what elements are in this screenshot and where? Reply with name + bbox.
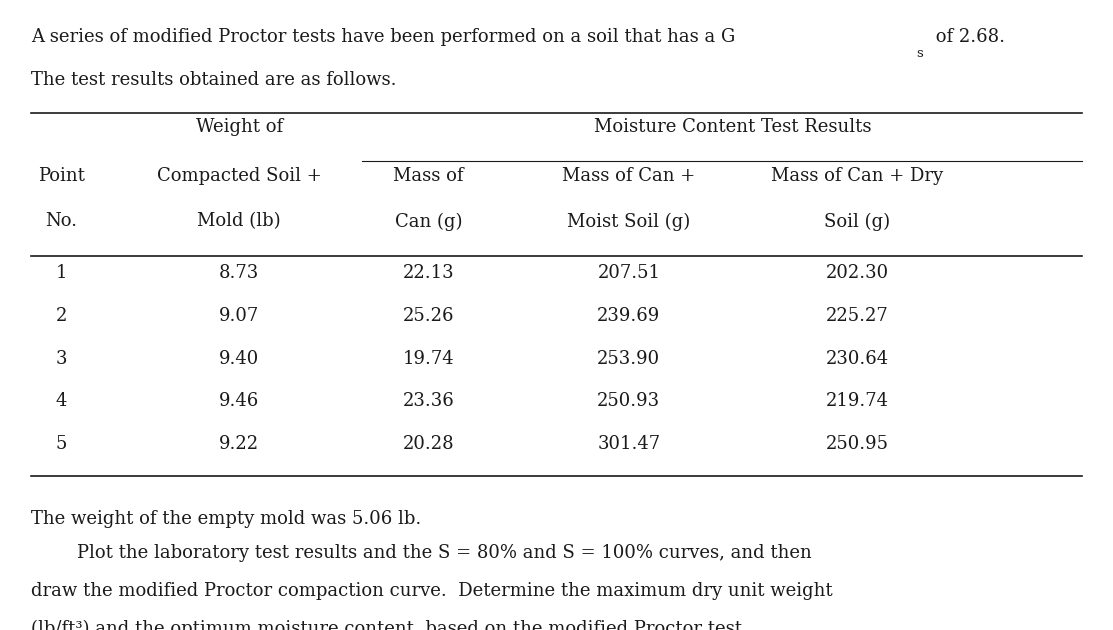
Text: 9.22: 9.22 [219,435,259,454]
Text: 5: 5 [56,435,67,454]
Text: Point: Point [38,167,85,185]
Text: 230.64: 230.64 [826,350,888,368]
Text: The weight of the empty mold was 5.06 lb.: The weight of the empty mold was 5.06 lb… [31,510,422,529]
Text: Weight of: Weight of [196,118,283,137]
Text: Mass of: Mass of [393,167,464,185]
Text: 202.30: 202.30 [826,264,888,282]
Text: 20.28: 20.28 [403,435,454,454]
Text: No.: No. [46,212,77,231]
Text: Moist Soil (g): Moist Soil (g) [568,212,690,231]
Text: 301.47: 301.47 [598,435,660,454]
Text: Compacted Soil +: Compacted Soil + [157,167,322,185]
Text: 9.40: 9.40 [219,350,259,368]
Text: Mass of Can +: Mass of Can + [562,167,696,185]
Text: 9.46: 9.46 [219,392,259,411]
Text: 22.13: 22.13 [403,264,454,282]
Text: 2: 2 [56,307,67,325]
Text: Mold (lb): Mold (lb) [197,212,282,231]
Text: 250.95: 250.95 [826,435,888,454]
Text: 1: 1 [56,264,67,282]
Text: Plot the laboratory test results and the S = 80% and S = 100% curves, and then: Plot the laboratory test results and the… [31,544,811,563]
Text: draw the modified Proctor compaction curve.  Determine the maximum dry unit weig: draw the modified Proctor compaction cur… [31,582,833,600]
Text: 25.26: 25.26 [403,307,454,325]
Text: Moisture Content Test Results: Moisture Content Test Results [593,118,871,137]
Text: 23.36: 23.36 [403,392,454,411]
Text: 3: 3 [56,350,67,368]
Text: A series of modified Proctor tests have been performed on a soil that has a G: A series of modified Proctor tests have … [31,28,736,47]
Text: 8.73: 8.73 [219,264,259,282]
Text: s: s [917,47,924,60]
Text: 250.93: 250.93 [598,392,660,411]
Text: 4: 4 [56,392,67,411]
Text: 239.69: 239.69 [598,307,660,325]
Text: of 2.68.: of 2.68. [930,28,1005,47]
Text: (lb/ft³) and the optimum moisture content, based on the modified Proctor test.: (lb/ft³) and the optimum moisture conten… [31,620,748,630]
Text: The test results obtained are as follows.: The test results obtained are as follows… [31,71,396,89]
Text: Soil (g): Soil (g) [824,212,890,231]
Text: 253.90: 253.90 [598,350,660,368]
Text: Can (g): Can (g) [395,212,462,231]
Text: 9.07: 9.07 [219,307,259,325]
Text: 225.27: 225.27 [826,307,888,325]
Text: 19.74: 19.74 [403,350,454,368]
Text: 207.51: 207.51 [598,264,660,282]
Text: Mass of Can + Dry: Mass of Can + Dry [771,167,943,185]
Text: 219.74: 219.74 [826,392,888,411]
